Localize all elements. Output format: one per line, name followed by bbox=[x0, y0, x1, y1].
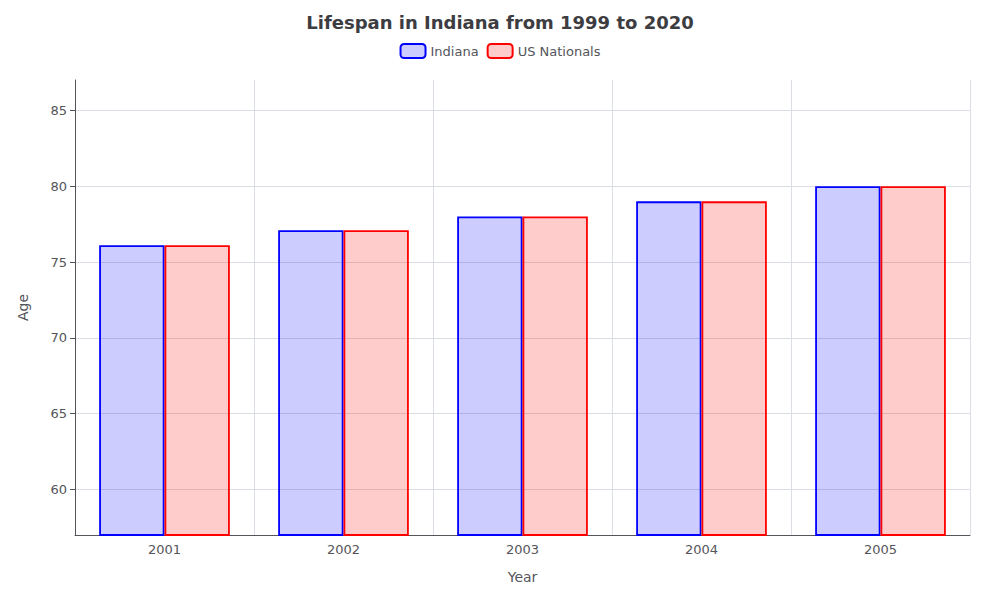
svg-text:US Nationals: US Nationals bbox=[518, 44, 601, 59]
svg-text:Lifespan in Indiana from 1999: Lifespan in Indiana from 1999 to 2020 bbox=[306, 12, 694, 33]
svg-text:Year: Year bbox=[507, 569, 538, 585]
svg-text:80: 80 bbox=[50, 179, 67, 194]
svg-text:2005: 2005 bbox=[864, 542, 897, 557]
svg-text:65: 65 bbox=[50, 406, 67, 421]
svg-text:Indiana: Indiana bbox=[431, 44, 479, 59]
svg-text:2003: 2003 bbox=[506, 542, 539, 557]
svg-text:60: 60 bbox=[50, 482, 67, 497]
svg-text:85: 85 bbox=[50, 103, 67, 118]
svg-text:2001: 2001 bbox=[148, 542, 181, 557]
svg-text:Age: Age bbox=[15, 294, 31, 321]
svg-text:2002: 2002 bbox=[327, 542, 360, 557]
svg-text:75: 75 bbox=[50, 255, 67, 270]
svg-text:70: 70 bbox=[50, 330, 67, 345]
svg-text:2004: 2004 bbox=[685, 542, 718, 557]
